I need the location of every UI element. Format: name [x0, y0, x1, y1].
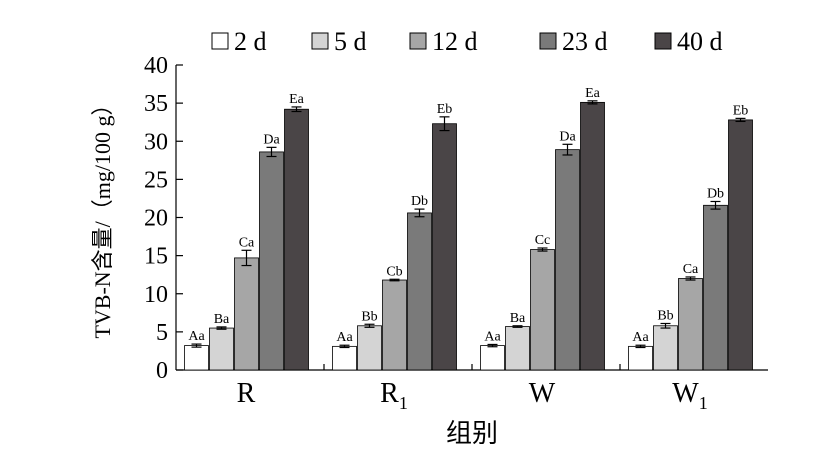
x-axis-title: 组别	[446, 419, 498, 449]
legend-label: 12 d	[432, 27, 478, 56]
y-tick-label: 20	[144, 206, 168, 232]
y-tick-label: 40	[144, 53, 168, 79]
bar-significance-label: Ba	[510, 311, 526, 326]
x-tick-label: W	[529, 378, 556, 409]
bar	[259, 151, 284, 371]
bar-significance-label: Cc	[535, 233, 551, 248]
bar-significance-label: Eb	[733, 103, 749, 118]
legend-label: 23 d	[562, 27, 608, 56]
bar	[728, 119, 753, 371]
legend: 2 d 5 d 12 d 23 d 40 d	[211, 27, 723, 56]
bar-significance-label: Aa	[484, 329, 501, 344]
bar-significance-label: Eb	[437, 102, 453, 117]
bar	[209, 327, 234, 371]
bar-significance-label: Bb	[361, 309, 377, 324]
bar-significance-label: Aa	[632, 330, 649, 345]
x-tick-label: W1	[672, 378, 707, 413]
bar	[678, 278, 703, 371]
legend-swatch	[409, 32, 427, 50]
axes: 0 5 10 15 20 25 30 35 40	[144, 53, 768, 384]
bar-significance-label: Ca	[683, 262, 699, 277]
y-tick-label: 5	[156, 320, 168, 346]
bar	[505, 326, 530, 371]
x-tick-label: R	[237, 378, 256, 409]
bar	[407, 212, 432, 371]
y-tick-label: 30	[144, 129, 168, 155]
legend-swatch	[654, 32, 672, 50]
bar	[284, 108, 309, 371]
legend-swatch	[539, 32, 557, 50]
bar	[332, 345, 357, 371]
bar	[580, 101, 605, 371]
legend-label: 40 d	[677, 27, 723, 56]
bar-significance-label: Ba	[214, 312, 230, 327]
legend-label: 5 d	[334, 27, 367, 56]
bar-significance-label: Ea	[289, 92, 305, 107]
y-tick-label: 15	[144, 244, 168, 270]
bar	[480, 345, 505, 371]
y-tick-label: 0	[156, 358, 168, 384]
bar	[628, 345, 653, 371]
bar-significance-label: Da	[263, 132, 280, 147]
x-tick-label: R1	[380, 378, 408, 413]
bar	[234, 257, 259, 371]
bar	[530, 249, 555, 371]
bars: Aa Ba Ca Da Ea R Aa Bb Cb Db Eb R1 Aa Ba Cc Da Ea W Aa Bb Ca…	[184, 86, 753, 413]
legend-swatch	[311, 32, 329, 50]
bar	[357, 325, 382, 371]
bar-significance-label: Aa	[336, 330, 353, 345]
bar	[653, 325, 678, 371]
bar	[703, 204, 728, 371]
bar-significance-label: Db	[411, 194, 428, 209]
y-axis-title: TVB-N含量/（mg/100 g）	[90, 93, 115, 338]
bar	[382, 279, 407, 371]
bar	[555, 149, 580, 371]
bar	[432, 123, 457, 371]
bar-significance-label: Ea	[585, 86, 601, 101]
y-tick-label: 10	[144, 282, 168, 308]
bar	[184, 345, 209, 371]
bar-significance-label: Aa	[188, 329, 205, 344]
bar-significance-label: Cb	[386, 264, 402, 279]
y-tick-label: 35	[144, 91, 168, 117]
bar-significance-label: Ca	[239, 235, 255, 250]
bar-significance-label: Bb	[657, 308, 673, 323]
bar-significance-label: Da	[559, 129, 576, 144]
y-tick-label: 25	[144, 167, 168, 193]
legend-swatch	[211, 32, 229, 50]
legend-label: 2 d	[234, 27, 267, 56]
bar-significance-label: Db	[707, 186, 724, 201]
